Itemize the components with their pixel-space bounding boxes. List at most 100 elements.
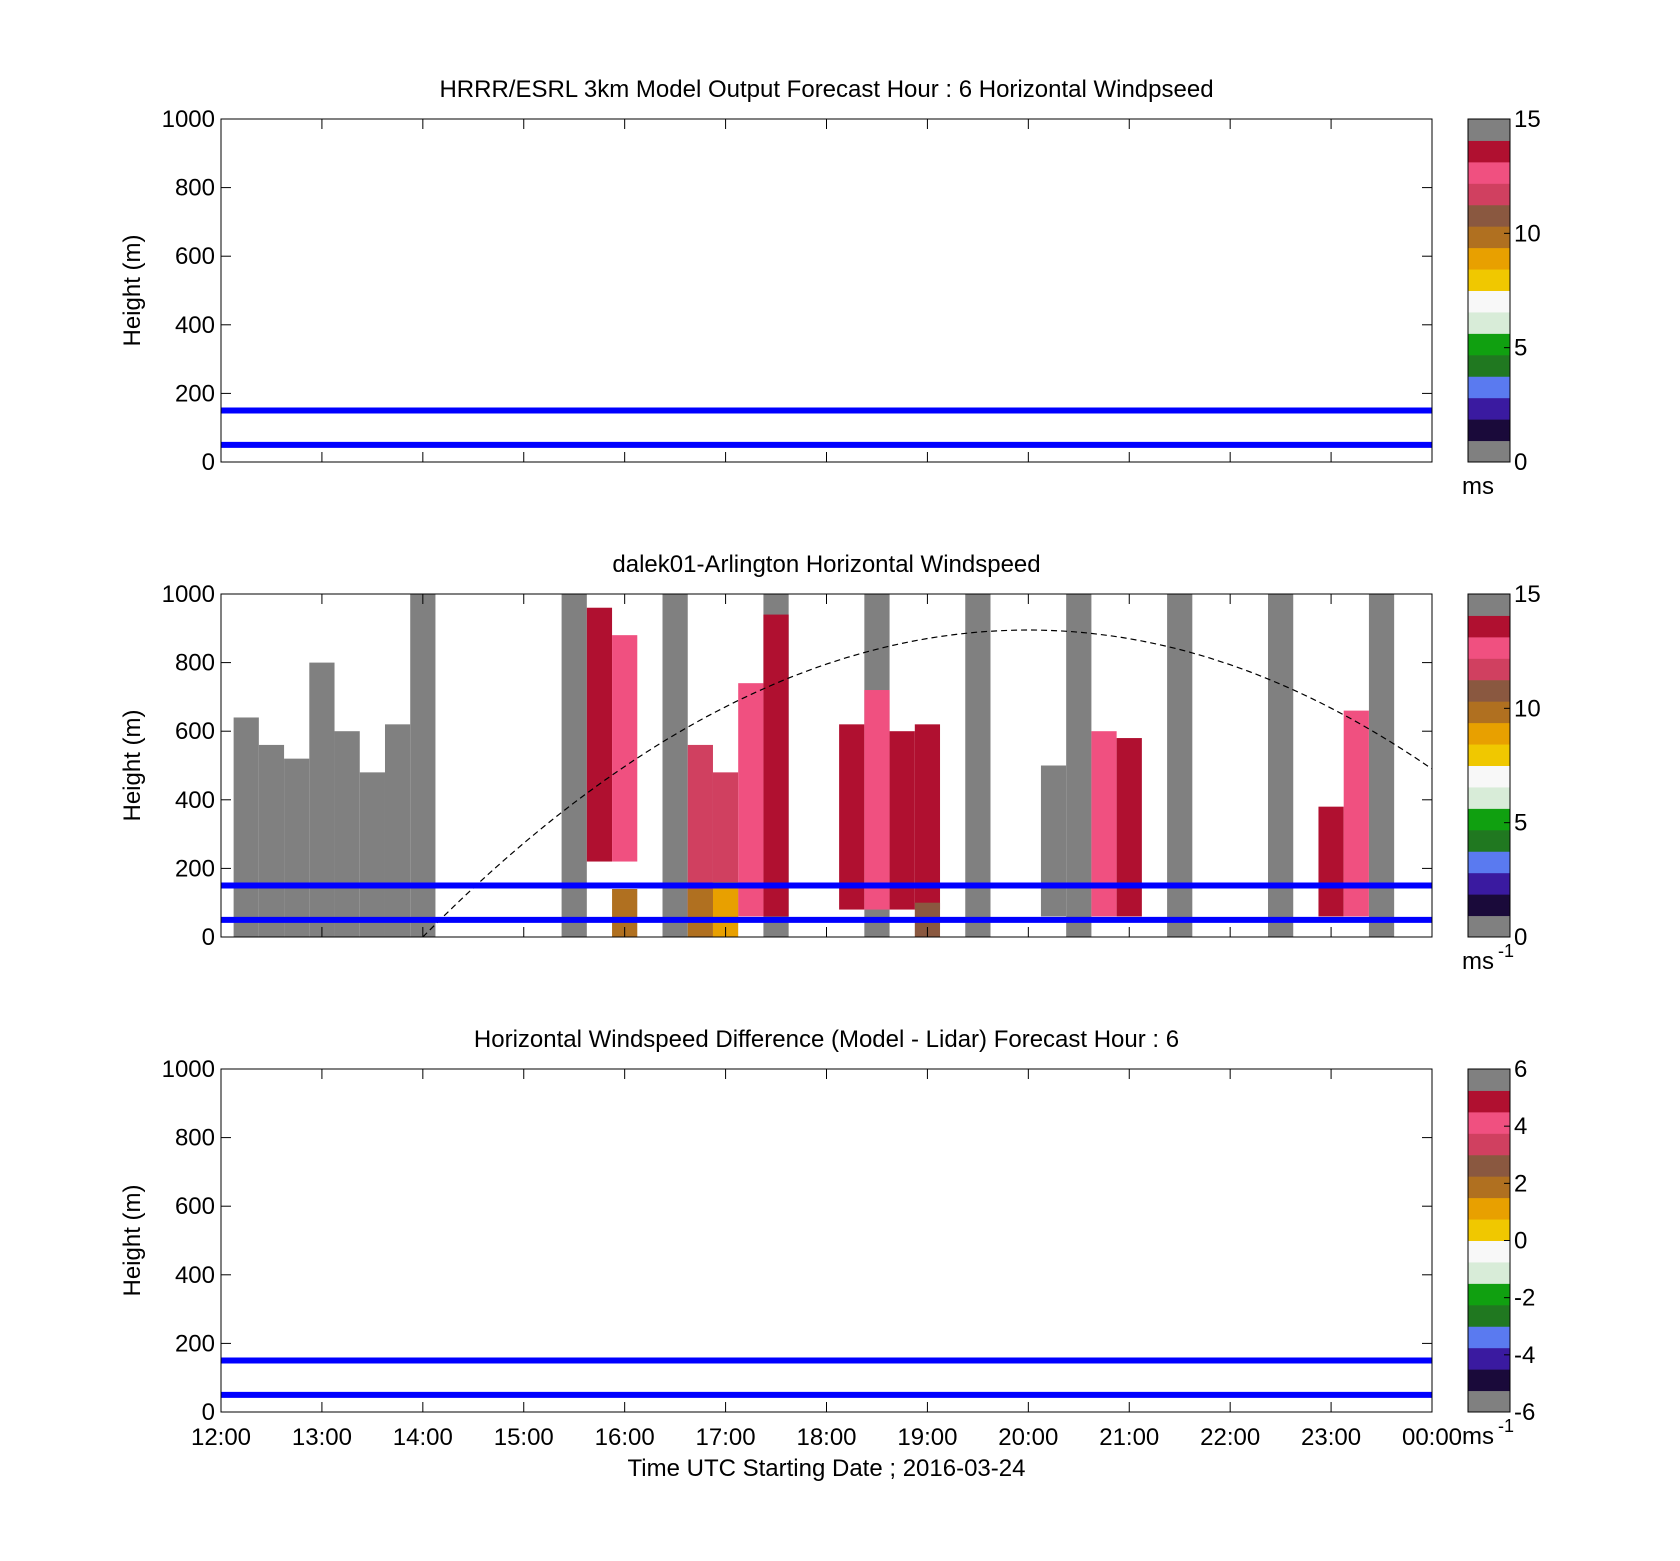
colorbar-unit: ms [1462,948,1494,975]
heatmap-cell [662,594,688,937]
colorbar-segment [1468,615,1510,638]
colorbar-segment [1468,1219,1510,1241]
heatmap-cell [763,614,789,917]
heatmap-cell [1040,765,1067,917]
colorbar-segment [1468,744,1510,766]
heatmap-cell [1116,738,1142,917]
panel-title: dalek01-Arlington Horizontal Windspeed [612,551,1040,578]
colorbar-tick-label: 2 [1514,1170,1527,1197]
colorbar-segment [1468,1133,1510,1156]
y-tick-label: 0 [202,449,215,476]
y-axis-label: Height (m) [119,1184,146,1296]
colorbar-unit-superscript: -1 [1498,1416,1514,1436]
colorbar-segment [1468,679,1510,702]
heatmap-cell [1368,594,1395,937]
colorbar-segment [1468,161,1510,184]
colorbar-segment [1468,851,1510,874]
colorbar-segment [1468,419,1510,442]
heatmap-cell [258,744,285,937]
colorbar-segment [1468,183,1510,206]
panel-title: Horizontal Windspeed Difference (Model -… [474,1026,1179,1053]
colorbar-unit: ms [1462,473,1494,500]
colorbar-tick-label: 0 [1514,1228,1527,1255]
y-tick-label: 0 [202,1399,215,1426]
colorbar-tick-label: 5 [1514,810,1527,837]
heatmap-cell [309,662,335,937]
colorbar-segment [1468,1197,1510,1220]
colorbar-segment [1468,226,1510,249]
heatmap-cell [1091,731,1117,917]
y-tick-label: 1000 [162,1056,215,1083]
lidar-panel: dalek01-Arlington Horizontal Windspeed H… [119,551,1541,975]
heatmap-cell [1167,594,1193,937]
y-tick-label: 400 [175,787,215,814]
heatmap-cell [1343,710,1369,917]
x-axis-label: Time UTC Starting Date ; 2016-03-24 [628,1455,1026,1482]
colorbar-segment [1468,1154,1510,1177]
colorbar-segment [1468,915,1510,938]
y-tick-label: 200 [175,380,215,407]
colorbar-segment [1468,1326,1510,1349]
colorbar-segment [1468,701,1510,724]
heatmap-cell [687,888,713,937]
x-tick-label: 16:00 [595,1424,655,1451]
x-tick-label: 22:00 [1200,1424,1260,1451]
colorbar-segment [1468,829,1510,852]
colorbar-segment [1468,636,1510,659]
colorbar-tick-label: 5 [1514,335,1527,362]
colorbar-segment [1468,333,1510,356]
colorbar-segment [1468,204,1510,227]
colorbar-segment [1468,354,1510,377]
heatmap-cell [384,724,411,937]
colorbar-tick-label: 10 [1514,695,1541,722]
y-tick-label: 1000 [162,106,215,133]
y-tick-label: 600 [175,718,215,745]
colorbar-tick-label: 15 [1514,106,1541,133]
y-tick-label: 600 [175,243,215,270]
colorbar-segment [1468,397,1510,420]
colorbar-segment [1468,376,1510,399]
colorbar-segment [1468,269,1510,291]
x-tick-label: 14:00 [393,1424,453,1451]
x-tick-label: 23:00 [1301,1424,1361,1451]
colorbar-segment [1468,786,1510,809]
colorbar-segment [1468,1111,1510,1134]
plot-area [221,1069,1432,1412]
x-tick-label: 15:00 [494,1424,554,1451]
colorbar-segment [1468,247,1510,270]
heatmap-cell [738,683,764,917]
heatmap-cell [561,594,587,937]
colorbar-segment [1468,440,1510,463]
heatmap-cell [914,724,941,910]
heatmap-cell [839,724,865,910]
colorbar-frame [1467,593,1511,938]
colorbar-segment [1468,1390,1510,1413]
y-tick-label: 600 [175,1193,215,1220]
colorbar-tick-label: 4 [1514,1113,1527,1140]
model-output-panel: HRRR/ESRL 3km Model Output Forecast Hour… [119,76,1541,500]
colorbar-tick-label: 6 [1514,1056,1527,1083]
y-tick-label: 400 [175,1262,215,1289]
colorbar-segment [1468,1176,1510,1199]
colorbar-segment [1468,765,1510,788]
y-tick-label: 0 [202,924,215,951]
heatmap-cell [612,635,638,862]
heatmap-cell [586,607,613,862]
colorbar-tick-label: -2 [1514,1285,1535,1312]
colorbar-unit-superscript: -1 [1498,941,1514,961]
colorbar-segment [1468,1369,1510,1392]
colorbar-segment [1468,290,1510,313]
colorbar-segment [1468,1069,1510,1091]
colorbar-segment [1468,872,1510,895]
colorbar-segment [1468,1240,1510,1263]
heatmap-cell [965,594,991,937]
heatmap-cell [889,731,915,910]
colorbar-tick-label: 0 [1514,449,1527,476]
plot-area [221,119,1432,462]
colorbar-tick-label: 0 [1514,924,1527,951]
x-tick-label: 17:00 [696,1424,756,1451]
y-tick-label: 800 [175,650,215,677]
x-tick-label: 12:00 [191,1424,251,1451]
heatmap-cell [284,758,310,937]
